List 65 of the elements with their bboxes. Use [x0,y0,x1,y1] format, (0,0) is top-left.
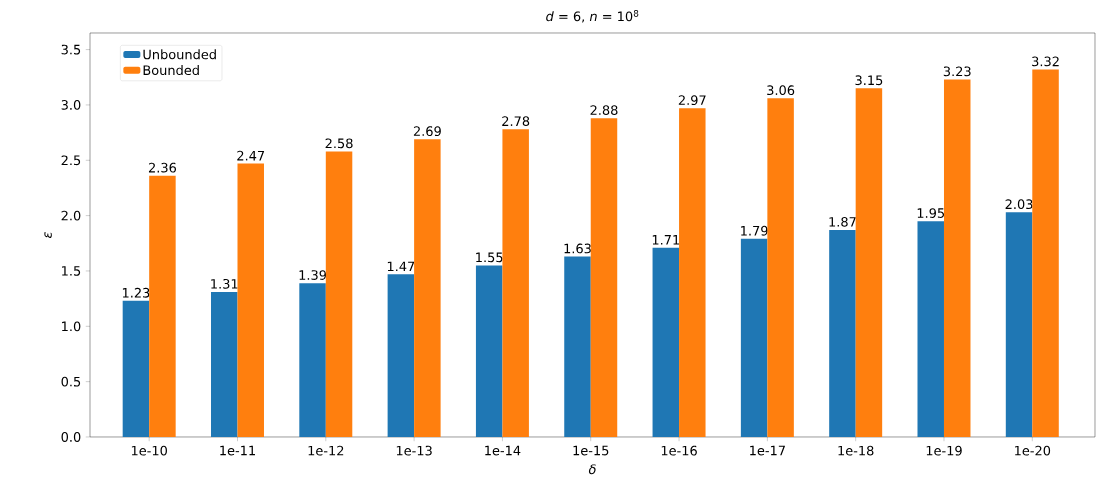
bar [767,98,794,437]
y-tick-label: 2.5 [61,155,81,166]
y-tick-label: 3.0 [61,100,81,110]
y-tick-label: 2.0 [61,210,81,221]
data-label: 1.71 [652,235,680,245]
data-label: 2.69 [413,126,441,137]
y-tick-label: 1.0 [62,321,81,332]
data-label: 1.87 [829,217,856,227]
data-label: 2.97 [678,95,706,106]
bar [149,175,176,437]
y-tick-label: 3.5 [61,44,81,55]
legend-label: Unbounded [143,49,216,60]
bar [237,163,264,437]
bar [564,256,591,437]
x-tick-label: 1e-15 [573,445,609,456]
bar [652,247,680,437]
data-label: 2.88 [590,105,618,116]
bar [211,291,238,437]
data-label: 1.31 [211,279,238,289]
y-tick-label: 0.5 [61,376,81,387]
data-label: 3.15 [855,75,883,86]
data-label: 1.63 [564,243,591,254]
data-label: 2.47 [237,150,265,161]
x-tick-label: 1e-10 [131,445,167,456]
bar [122,300,150,437]
bar [829,230,856,437]
data-label: 2.36 [148,162,177,173]
x-tick-label: 1e-11 [220,445,255,456]
legend-label: Bounded [143,65,199,76]
data-label: 1.55 [476,252,503,263]
data-label: 2.78 [502,116,530,127]
x-tick-label: 1e-16 [661,445,697,456]
x-tick-label: 1e-20 [1015,445,1051,456]
data-label: 3.32 [1032,56,1059,67]
y-tick-label: 0.0 [61,432,81,442]
data-label: 3.06 [767,85,795,96]
bar [414,139,441,437]
x-axis-title: δ [588,464,596,475]
y-axis-title: ε [44,231,52,238]
data-label: 1.47 [387,261,415,272]
bar [855,88,883,437]
bar [387,274,415,437]
bar [325,151,353,437]
data-label: 1.39 [299,270,327,280]
bar [917,221,944,437]
x-tick-label: 1e-19 [926,445,962,456]
bar [502,129,529,437]
bar [679,108,706,437]
x-tick-label: 1e-13 [396,445,432,456]
x-tick-label: 1e-14 [485,445,521,456]
bar [299,283,326,437]
data-label: 1.95 [917,208,945,218]
bar [475,265,503,437]
bar [590,118,618,437]
chart-title: d = 6, n = 10$^{8}$ [546,9,639,23]
bar [943,79,971,437]
x-tick-label: 1e-12 [308,445,344,456]
x-tick-label: 1e-17 [750,445,785,456]
data-label: 3.23 [943,66,971,77]
bar [740,238,768,437]
x-tick-label: 1e-18 [838,445,874,456]
data-label: 2.58 [325,138,353,149]
y-tick-label: 1.5 [62,266,81,276]
bar [1005,212,1033,437]
bar [1032,69,1059,437]
